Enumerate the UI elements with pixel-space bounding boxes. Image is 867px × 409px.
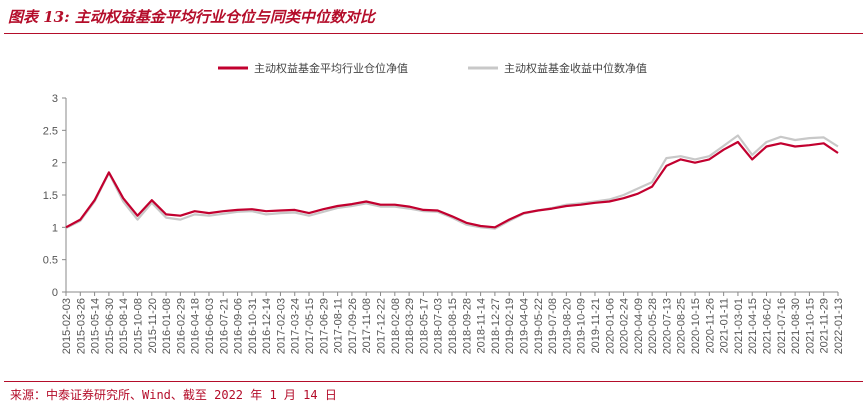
x-tick-label: 2017-06-29 [318, 298, 330, 354]
x-tick-label: 2015-10-08 [132, 298, 144, 354]
x-tick-label: 2020-08-25 [676, 298, 688, 354]
x-tick-label: 2020-07-13 [661, 298, 673, 354]
x-tick-label: 2019-04-04 [518, 298, 530, 354]
x-tick-label: 2017-09-26 [347, 298, 359, 354]
x-tick-label: 2018-08-15 [447, 298, 459, 354]
x-tick-label: 2020-04-09 [633, 298, 645, 354]
line-chart: 主动权益基金平均行业仓位净值 主动权益基金收益中位数净值 0 0.5 1 1.5 2 2.5… [43, 61, 845, 354]
x-tick-label: 2019-02-19 [504, 298, 516, 354]
series-line-1 [65, 140, 839, 229]
x-tick-label: 2021-04-15 [747, 298, 759, 354]
x-tick-label: 2020-11-26 [704, 298, 716, 353]
x-tick-label: 2018-03-29 [404, 298, 416, 354]
x-tick-label: 2017-11-08 [361, 298, 373, 353]
x-tick-label: 2015-06-30 [104, 298, 116, 354]
x-tick-label: 2018-09-28 [461, 298, 473, 354]
series-lines [65, 134, 839, 230]
x-tick-label: 2021-07-16 [776, 298, 788, 354]
series-line-2 [65, 134, 839, 230]
x-tick-label: 2016-09-06 [233, 298, 245, 354]
x-tick-label: 2015-03-26 [75, 298, 87, 354]
x-tick-label: 2015-08-14 [118, 298, 130, 354]
y-tick-label: 0.5 [43, 255, 58, 267]
x-tick-label: 2020-02-24 [619, 298, 631, 354]
x-tick-label: 2018-02-08 [390, 298, 402, 354]
x-tick-label: 2021-10-15 [804, 298, 816, 354]
x-tick-label: 2017-08-11 [333, 298, 345, 353]
x-tick-label: 2021-11-29 [819, 298, 831, 353]
source-note: 来源：中泰证券研究所、Wind、截至 2022 年 1 月 14 日 [10, 388, 337, 402]
x-tick-label: 2021-03-01 [733, 298, 745, 354]
axes: 0 0.5 1 1.5 2 2.5 3 2015-02-03 2015-03-26 2015-05… [43, 93, 845, 354]
x-tick-label: 2022-01-13 [833, 298, 845, 354]
legend-label-1: 主动权益基金平均行业仓位净值 [254, 61, 408, 75]
x-tick-label: 2016-06-03 [204, 298, 216, 354]
x-tick-label: 2015-02-03 [61, 298, 73, 354]
x-tick-label: 2017-05-15 [304, 298, 316, 354]
x-tick-label: 2018-12-27 [490, 298, 502, 354]
x-tick-label: 2016-01-08 [161, 298, 173, 354]
x-tick-label: 2020-10-15 [690, 298, 702, 354]
x-tick-label: 2019-11-21 [590, 298, 602, 353]
x-tick-label: 2021-08-30 [790, 298, 802, 354]
x-tick-label: 2021-01-11 [719, 298, 731, 353]
x-tick-label: 2018-07-03 [433, 298, 445, 354]
y-tick-label: 3 [52, 93, 58, 105]
y-tick-label: 0 [52, 287, 58, 299]
x-tick-label: 2016-10-31 [247, 298, 259, 354]
x-tick-label: 2019-05-22 [533, 298, 545, 354]
x-tick-label: 2016-04-18 [190, 298, 202, 354]
y-tick-label: 1.5 [43, 190, 58, 202]
legend-label-2: 主动权益基金收益中位数净值 [504, 61, 647, 75]
x-tick-label: 2015-11-20 [147, 298, 159, 353]
x-tick-label: 2017-12-22 [376, 298, 388, 354]
x-tick-label: 2015-05-14 [90, 298, 102, 354]
x-tick-label: 2016-02-29 [175, 298, 187, 354]
y-tick-label: 1 [52, 222, 58, 234]
x-tick-label: 2017-02-03 [275, 298, 287, 354]
x-tick-label: 2019-10-09 [576, 298, 588, 354]
x-tick-label: 2019-07-08 [547, 298, 559, 354]
x-tick-label: 2018-05-17 [418, 298, 430, 354]
x-tick-label: 2016-12-14 [261, 298, 273, 354]
x-tick-label: 2019-08-20 [561, 298, 573, 354]
x-tick-label: 2020-01-06 [604, 298, 616, 354]
x-tick-label: 2021-06-02 [762, 298, 774, 354]
legend: 主动权益基金平均行业仓位净值 主动权益基金收益中位数净值 [218, 61, 647, 75]
figure-title: 图表 13: 主动权益基金平均行业仓位与同类中位数对比 [8, 8, 375, 26]
y-tick-label: 2.5 [43, 125, 58, 137]
source-rule [4, 381, 863, 382]
y-tick-label: 2 [52, 158, 58, 170]
x-tick-label: 2017-03-24 [290, 298, 302, 354]
x-tick-label: 2020-05-28 [647, 298, 659, 354]
x-tick-label: 2016-07-21 [218, 298, 230, 354]
title-rule [4, 33, 863, 34]
x-tick-label: 2018-11-14 [476, 298, 488, 353]
